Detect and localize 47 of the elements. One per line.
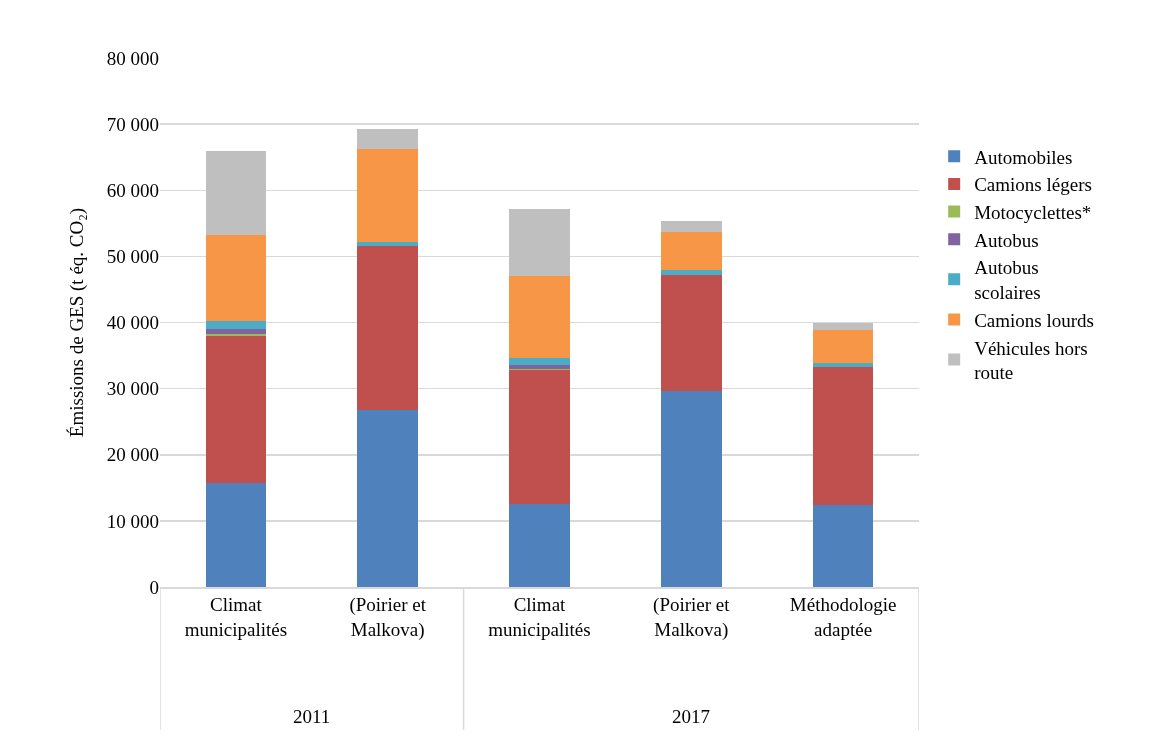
bar: [509, 503, 570, 587]
bar: [660, 269, 722, 275]
text: 2011: [293, 706, 331, 727]
y-tick-label: 40 000: [106, 312, 159, 334]
bar: [509, 208, 570, 276]
y-tick-label: 50 000: [106, 246, 159, 268]
bar: [205, 234, 267, 321]
y-tick-label: 30 000: [106, 378, 159, 400]
legend-label: Autobus: [974, 229, 1039, 251]
x-tick-label: (Poirier et Malkova): [653, 594, 731, 641]
bar: [509, 275, 570, 358]
text: 2017: [672, 706, 710, 727]
legend-label: Autobus scolaires: [974, 257, 1041, 304]
bar: [509, 365, 570, 370]
legend-label: Camions lourds: [974, 309, 1094, 331]
bar: [357, 149, 419, 242]
bar: [812, 505, 874, 587]
bar: [357, 128, 419, 150]
bar: [205, 320, 267, 330]
x-tick-label: Méthodologie adaptée: [789, 594, 897, 640]
bar: [812, 330, 874, 363]
bar: [205, 335, 267, 483]
y-tick-label: 60 000: [106, 179, 159, 201]
y-tick-label: 80 000: [106, 47, 159, 69]
y-tick-label: 0: [149, 576, 159, 598]
x-tick-label: Climat municipalités: [488, 594, 591, 640]
y-tick-label: 10 000: [106, 510, 159, 532]
y-axis-title: Émissions de GES (t éq. CO₂): [65, 207, 88, 438]
x-tick-label: Climat municipalités: [184, 594, 288, 640]
bar: [660, 391, 722, 587]
x-tick-label: (Poirier et Malkova): [349, 594, 427, 641]
bar: [357, 409, 419, 587]
y-tick-label: 70 000: [106, 113, 159, 135]
y-tick-label: 20 000: [106, 444, 159, 466]
legend-label: Motocyclettes*: [974, 202, 1092, 224]
legend-label: Véhicules hors route: [974, 337, 1088, 384]
bar: [357, 246, 419, 410]
bar: [205, 482, 267, 587]
bar: [660, 220, 722, 232]
legend-label: Automobiles: [974, 146, 1073, 168]
bar: [660, 274, 722, 392]
bar: [205, 329, 267, 334]
bar: [509, 370, 570, 504]
bar: [660, 231, 722, 270]
legend-label: Camions légers: [974, 174, 1092, 196]
bar: [205, 151, 267, 235]
bar: [812, 367, 874, 506]
